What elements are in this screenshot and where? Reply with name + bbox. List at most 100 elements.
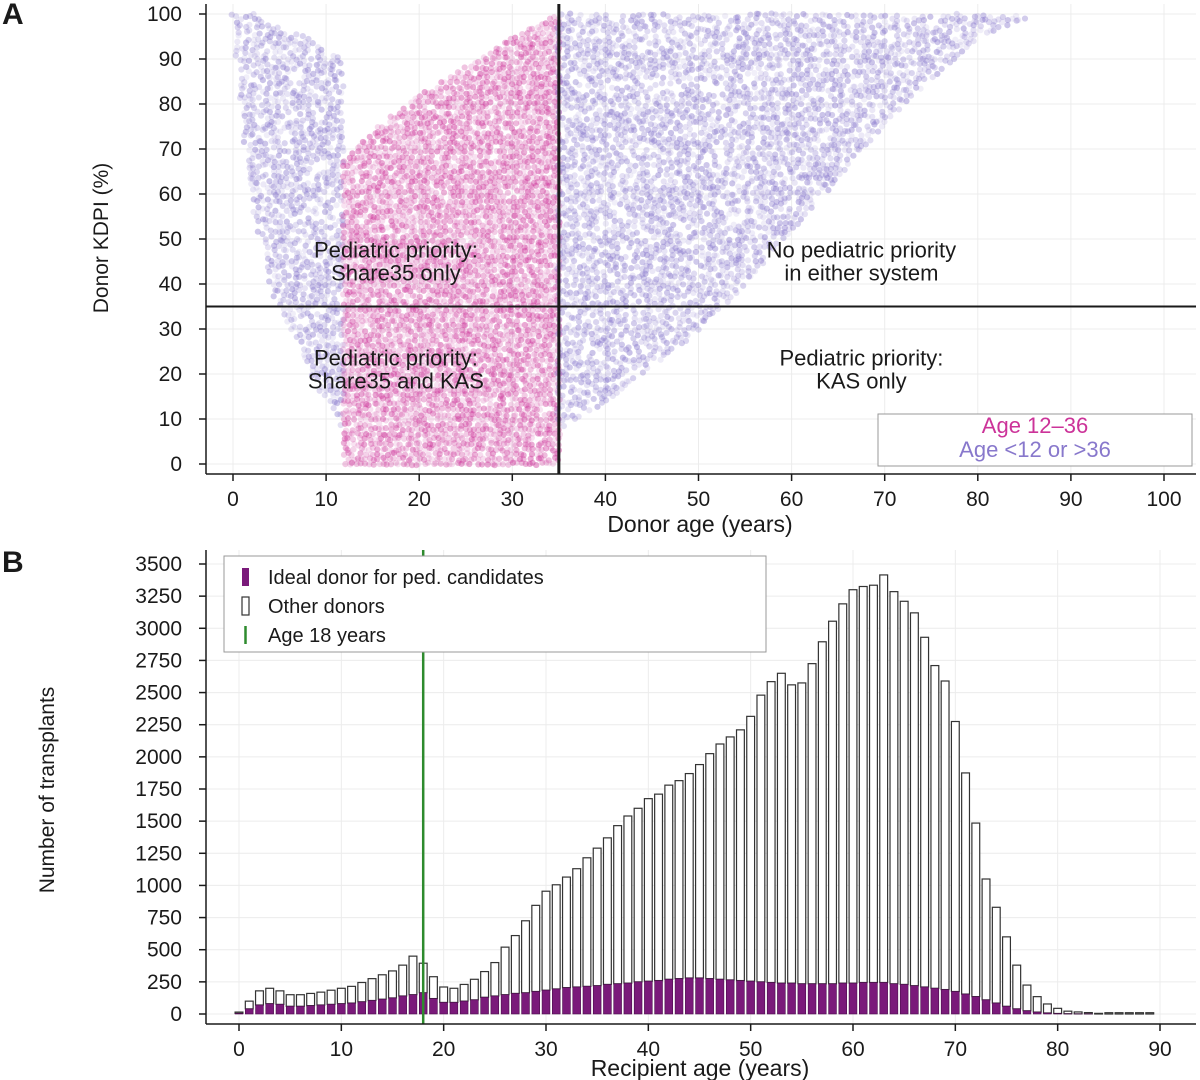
chart-a-density-point bbox=[293, 180, 300, 187]
chart-a-density-point bbox=[415, 396, 422, 403]
chart-a-density-point bbox=[275, 173, 282, 180]
chart-a-density-point bbox=[274, 257, 281, 264]
chart-a-density-point bbox=[246, 21, 253, 28]
chart-a-density-point bbox=[263, 224, 270, 231]
chart-a-density-point bbox=[293, 254, 300, 261]
chart-a-density-point bbox=[284, 318, 291, 325]
chart-a-density-point bbox=[405, 323, 412, 330]
chart-a-density-point bbox=[275, 183, 282, 190]
chart-a-density-point bbox=[243, 104, 250, 111]
chart-a-density-point bbox=[429, 441, 437, 448]
chart-a-density-point bbox=[268, 261, 275, 268]
chart-a-density-point bbox=[255, 134, 262, 141]
chart-a-density-point bbox=[341, 229, 348, 236]
chart-a-density-point bbox=[292, 221, 299, 228]
chart-a-density-point bbox=[243, 28, 251, 35]
chart-a-density-point bbox=[259, 77, 267, 84]
chart-a-density-point bbox=[305, 41, 312, 49]
chart-a-density-point bbox=[293, 333, 300, 341]
chart-a-density-point bbox=[329, 96, 336, 103]
chart-a-density-point bbox=[292, 186, 299, 193]
chart-a-density-point bbox=[272, 287, 279, 294]
chart-a-density-point bbox=[283, 237, 290, 245]
chart-a-density-point bbox=[457, 219, 465, 226]
chart-a-density-point bbox=[304, 264, 311, 271]
chart-a-density-point bbox=[283, 199, 290, 206]
chart-a-density-point bbox=[263, 67, 271, 75]
chart-a-density-point bbox=[241, 110, 248, 117]
chart-a-density-point bbox=[295, 228, 302, 235]
chart-a-density-point bbox=[266, 80, 274, 87]
chart-a-density-point bbox=[279, 262, 286, 269]
chart-a-density-point bbox=[449, 174, 456, 181]
chart-a-density-point bbox=[243, 23, 250, 31]
chart-a-density-point bbox=[408, 109, 415, 117]
chart-a-density-point bbox=[277, 237, 284, 244]
chart-a-density-point bbox=[272, 138, 279, 145]
chart-a-density-point bbox=[279, 95, 287, 102]
chart-a-density-point bbox=[285, 40, 292, 47]
chart-a-density-point bbox=[256, 30, 263, 37]
chart-a-density-point bbox=[264, 264, 272, 271]
chart-a-density-point bbox=[262, 161, 269, 168]
chart-a-density-point bbox=[274, 83, 281, 90]
chart-a-density-point bbox=[272, 228, 279, 235]
chart-a-density-point bbox=[533, 461, 540, 469]
chart-a-density-point bbox=[305, 102, 312, 109]
chart-a-density-point bbox=[270, 125, 277, 132]
chart-a-density-point bbox=[415, 431, 422, 438]
chart-a-density-point bbox=[268, 103, 275, 110]
chart-a-density-point bbox=[300, 306, 308, 314]
chart-a-density-point bbox=[250, 208, 257, 216]
chart-a-density-point bbox=[234, 38, 241, 45]
chart-a-density-point bbox=[537, 313, 544, 320]
chart-a-density-point bbox=[495, 125, 502, 132]
chart-a-density-point bbox=[247, 170, 255, 177]
chart-a-density-point bbox=[271, 189, 278, 196]
chart-a-density-point bbox=[233, 19, 241, 26]
chart-a-density-point bbox=[298, 204, 305, 211]
chart-a-density-point bbox=[296, 155, 304, 162]
chart-a-density-point bbox=[302, 326, 309, 333]
chart-a-density-point bbox=[237, 16, 245, 23]
chart-a-density-point bbox=[294, 250, 301, 257]
chart-a-density-point bbox=[262, 97, 270, 104]
chart-a-density-point bbox=[282, 99, 289, 106]
chart-a-density-point bbox=[275, 168, 282, 175]
chart-a-density-point bbox=[446, 431, 453, 438]
chart-a-density-point bbox=[537, 416, 544, 424]
chart-a-density-point bbox=[296, 139, 303, 146]
chart-a-density-point bbox=[445, 412, 452, 419]
chart-a-density-point bbox=[429, 139, 437, 146]
chart-a-density-point bbox=[266, 25, 273, 32]
chart-a-density-point bbox=[283, 158, 290, 166]
chart-a-density-point bbox=[301, 285, 308, 292]
chart-a-density-point bbox=[541, 452, 548, 459]
chart-a-density-point bbox=[545, 75, 552, 82]
chart-a-density-point bbox=[302, 354, 309, 361]
chart-a-density-point bbox=[441, 79, 448, 86]
chart-a-density-point bbox=[461, 318, 469, 325]
chart-a-density-point bbox=[437, 85, 445, 92]
chart-a-density-point bbox=[275, 212, 282, 219]
chart-a-density-point bbox=[526, 99, 533, 106]
chart-a-density-point bbox=[262, 151, 269, 158]
chart-a-density-point bbox=[281, 140, 288, 147]
chart-a-density-point bbox=[516, 59, 523, 66]
chart-a-density-point bbox=[334, 152, 342, 159]
chart-a-density-point bbox=[289, 187, 296, 195]
chart-a-density-point bbox=[264, 121, 271, 128]
chart-a-density-point bbox=[249, 131, 256, 138]
chart-a-density-point bbox=[550, 426, 557, 433]
chart-a-density-point bbox=[264, 157, 272, 164]
chart-a-density-point bbox=[293, 96, 301, 104]
chart-a-density-point bbox=[432, 313, 439, 320]
chart-a-density-point bbox=[283, 218, 290, 225]
chart-a-density-point bbox=[247, 162, 254, 169]
chart-a-density-point bbox=[264, 85, 271, 92]
chart-a-density-point bbox=[251, 121, 258, 129]
chart-a-density-point bbox=[436, 208, 443, 215]
chart-a-density-point bbox=[291, 130, 299, 137]
chart-a-density-point bbox=[442, 168, 449, 175]
chart-a-density-point bbox=[270, 293, 277, 300]
